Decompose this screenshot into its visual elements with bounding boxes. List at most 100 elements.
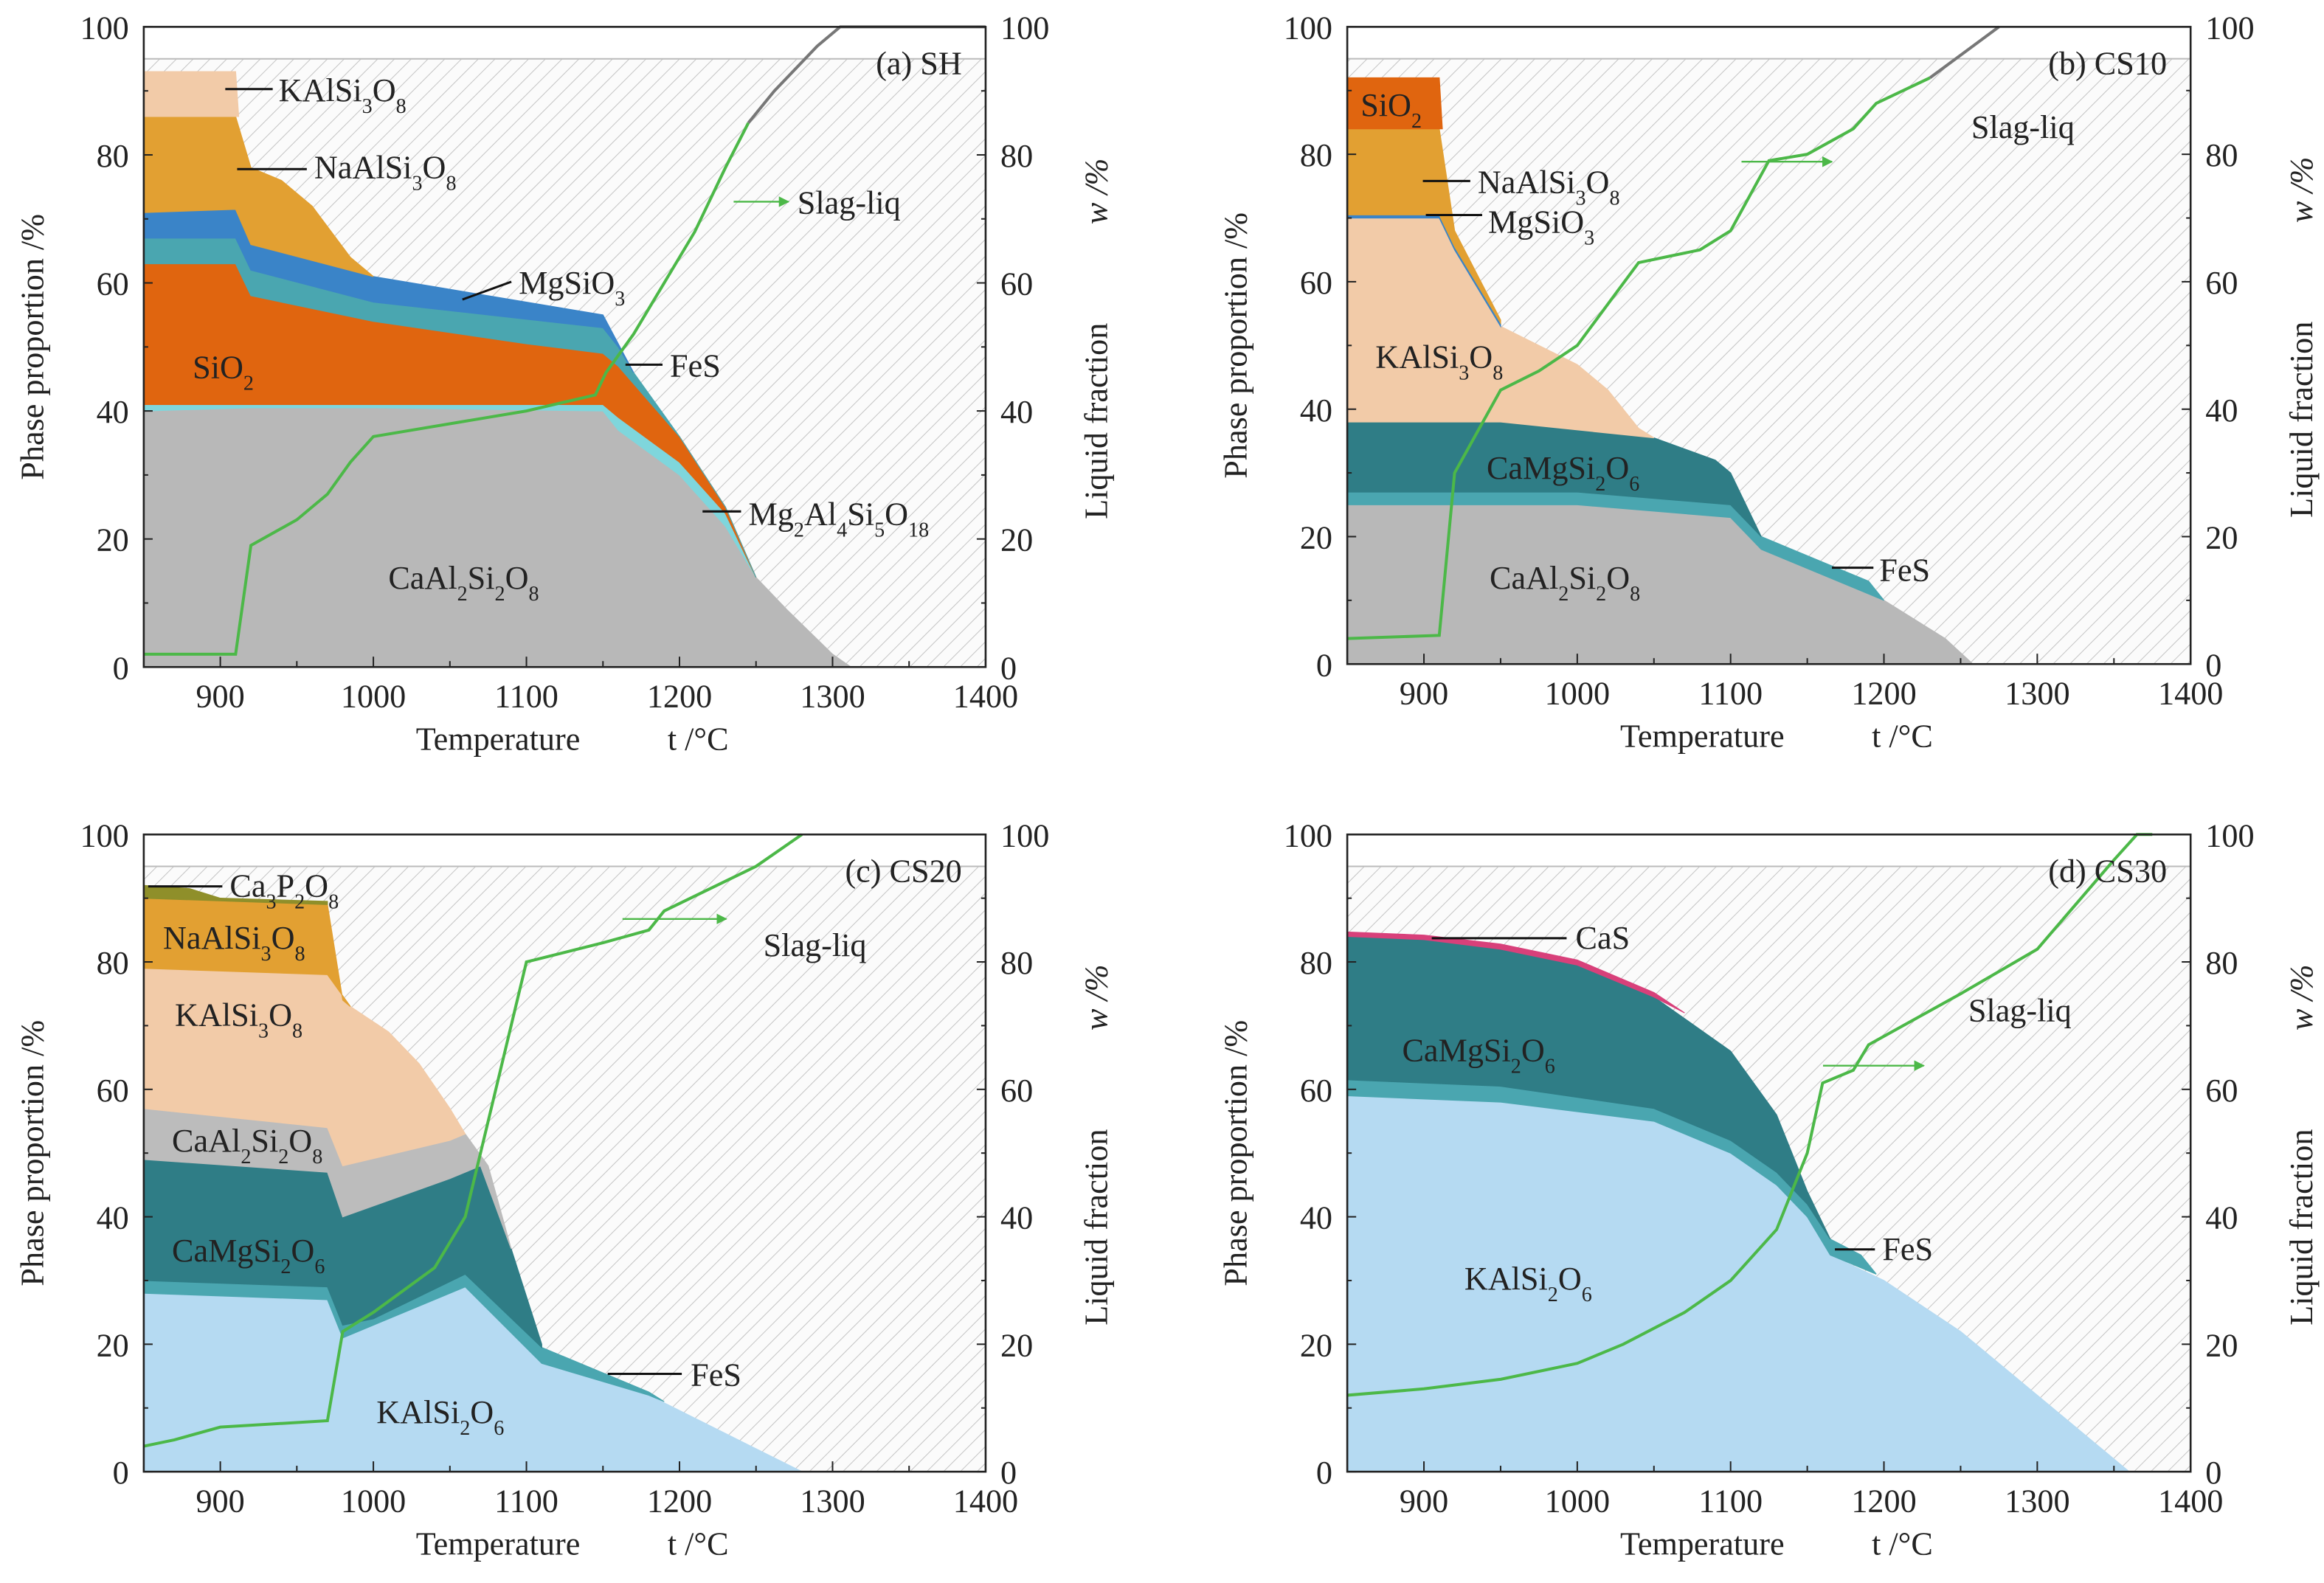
phase-label: CaAl2Si2O8 xyxy=(388,560,539,606)
y2-tick-label: 80 xyxy=(2205,945,2238,981)
y2-axis-unit: w /% xyxy=(2283,964,2320,1030)
phase-label: SiO2 xyxy=(193,350,254,395)
x-tick-label: 1000 xyxy=(1545,1483,1610,1519)
phase-label: NaAlSi3O8 xyxy=(163,920,305,965)
y2-tick-label: 80 xyxy=(1000,138,1033,174)
x-axis-title: Temperature xyxy=(416,1526,581,1562)
phase-area-NaAlSi3O8 xyxy=(143,116,374,277)
x-tick-label: 1100 xyxy=(1698,675,1763,711)
phase-label: NaAlSi3O8 xyxy=(314,149,457,194)
y2-tick-label: 80 xyxy=(1000,945,1033,981)
y2-tick-label: 60 xyxy=(1000,1073,1033,1109)
x-tick-label: 900 xyxy=(196,678,244,714)
phase-label: KAlSi3O8 xyxy=(279,72,407,118)
phase-label: Mg2Al4Si5O18 xyxy=(749,496,930,541)
y2-tick-label: 20 xyxy=(2205,520,2238,556)
panel-title: (d) CS30 xyxy=(2048,853,2167,890)
y2-tick-label: 40 xyxy=(1000,1200,1033,1236)
panel-title: (c) CS20 xyxy=(845,853,961,890)
y2-tick-label: 20 xyxy=(2205,1327,2238,1363)
panel-title: (a) SH xyxy=(876,46,962,82)
y-tick-label: 80 xyxy=(97,945,129,981)
liquid-label: Slag-liq xyxy=(764,927,867,963)
x-tick-label: 1400 xyxy=(2158,1483,2223,1519)
phase-label: KAlSi2O6 xyxy=(1464,1261,1592,1306)
phase-label: NaAlSi3O8 xyxy=(1478,164,1620,209)
liquid-fraction-line xyxy=(143,833,803,1448)
x-tick-label: 1300 xyxy=(800,678,865,714)
y-axis-title: Phase proportion /% xyxy=(14,1020,50,1286)
y-tick-label: 0 xyxy=(1316,1455,1332,1491)
x-tick-label: 1300 xyxy=(800,1483,865,1519)
phase-label: CaMgSi2O6 xyxy=(1487,450,1639,496)
y-tick-label: 40 xyxy=(1300,1200,1332,1236)
x-tick-label: 900 xyxy=(1400,675,1448,711)
y-axis-title: Phase proportion /% xyxy=(1218,212,1254,479)
y2-tick-label: 40 xyxy=(1000,394,1033,430)
x-axis-title: Temperature xyxy=(1620,718,1785,755)
y2-tick-label: 40 xyxy=(2205,1200,2238,1236)
liquid-fraction-tail xyxy=(1929,25,2000,80)
y-tick-label: 80 xyxy=(1300,945,1332,981)
phase-label: FeS xyxy=(691,1357,741,1393)
y-tick-label: 60 xyxy=(1300,1073,1332,1109)
liquid-fraction-line xyxy=(143,122,750,656)
y2-axis-unit: w /% xyxy=(1079,159,1115,225)
y2-tick-label: 100 xyxy=(2205,10,2254,46)
x-tick-label: 1400 xyxy=(2158,675,2223,711)
panel-title: (b) CS10 xyxy=(2048,46,2167,82)
y2-tick-label: 60 xyxy=(2205,1073,2238,1109)
phase-label: CaS xyxy=(1575,920,1630,956)
y-tick-label: 40 xyxy=(97,394,129,430)
y2-axis-unit: w /% xyxy=(1079,964,1115,1030)
liquid-label: Slag-liq xyxy=(1971,109,2075,145)
y-tick-label: 80 xyxy=(97,138,129,174)
y-tick-label: 60 xyxy=(97,266,129,302)
label-leader-line xyxy=(462,280,512,301)
y-tick-label: 100 xyxy=(80,817,128,853)
x-tick-label: 1100 xyxy=(1698,1483,1763,1519)
y2-axis-title: Liquid fraction xyxy=(1079,323,1115,519)
y-tick-label: 20 xyxy=(97,522,129,558)
x-axis-title: Temperature xyxy=(416,721,581,758)
phase-label: CaAl2Si2O8 xyxy=(1490,560,1640,606)
x-tick-label: 900 xyxy=(196,1483,244,1519)
y-tick-label: 0 xyxy=(113,1455,129,1491)
x-tick-label: 1100 xyxy=(494,1483,558,1519)
y-tick-label: 20 xyxy=(1300,520,1332,556)
y-tick-label: 80 xyxy=(1300,137,1332,173)
phase-label: FeS xyxy=(1879,553,1930,589)
x-axis-unit: t /°C xyxy=(1872,1526,1933,1562)
y-tick-label: 20 xyxy=(1300,1327,1332,1363)
x-tick-label: 1300 xyxy=(2005,1483,2069,1519)
phase-label: Ca3P2O8 xyxy=(229,868,339,913)
x-tick-label: 1200 xyxy=(647,678,712,714)
liquid-fraction-line xyxy=(1347,76,1931,640)
y-tick-label: 20 xyxy=(97,1327,129,1363)
y-tick-label: 60 xyxy=(97,1073,129,1109)
x-tick-label: 1400 xyxy=(953,678,1018,714)
x-tick-label: 1400 xyxy=(953,1483,1018,1519)
phase-label: KAlSi2O6 xyxy=(376,1394,504,1440)
y2-tick-label: 100 xyxy=(1000,817,1049,853)
y-tick-label: 100 xyxy=(1284,817,1332,853)
y-axis-title: Phase proportion /% xyxy=(1218,1020,1254,1286)
phase-label: CaMgSi2O6 xyxy=(172,1233,325,1278)
liquid-fraction-line xyxy=(1346,833,2153,1397)
phase-label: CaAl2Si2O8 xyxy=(172,1123,322,1168)
phase-label: SiO2 xyxy=(1360,87,1422,133)
phase-label: FeS xyxy=(670,348,721,384)
phase-label: MgSiO3 xyxy=(519,265,625,311)
y2-tick-label: 20 xyxy=(1000,1327,1033,1363)
y-tick-label: 100 xyxy=(1284,10,1332,46)
y-axis-title: Phase proportion /% xyxy=(14,214,50,480)
phase-area-KAlSi3O8 xyxy=(143,71,240,117)
y2-axis-title: Liquid fraction xyxy=(2283,322,2320,518)
y-tick-label: 0 xyxy=(113,650,129,686)
y2-tick-label: 60 xyxy=(2205,265,2238,301)
y2-tick-label: 60 xyxy=(1000,266,1033,302)
phase-label: MgSiO3 xyxy=(1488,204,1594,249)
